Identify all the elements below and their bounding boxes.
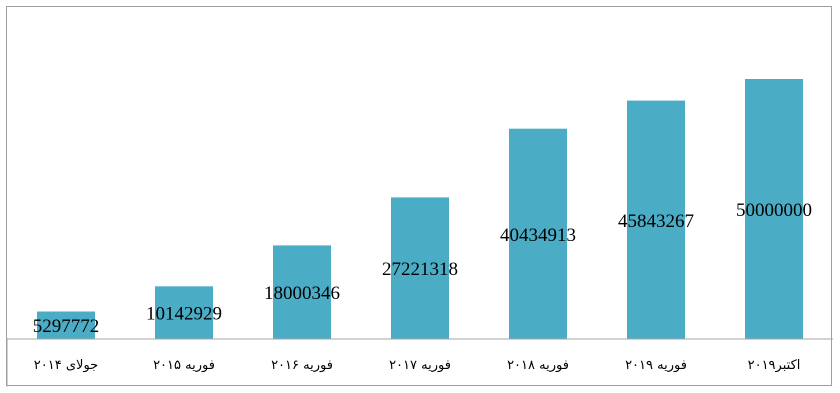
x-tick-label-5: فوریه ۲۰۱۹ bbox=[625, 358, 687, 373]
data-label-1: 10142929 bbox=[146, 304, 222, 325]
data-label-0: 5297772 bbox=[33, 316, 100, 337]
data-label-3: 27221318 bbox=[382, 259, 458, 280]
x-tick-label-0: جولای ۲۰۱۴ bbox=[34, 358, 98, 373]
chart-frame: 5297772 10142929 18000346 27221318 40434913 4… bbox=[6, 6, 833, 387]
bar-4 bbox=[509, 128, 567, 339]
bars-layer bbox=[37, 79, 803, 339]
data-labels-layer: 5297772 10142929 18000346 27221318 40434913 4… bbox=[33, 200, 812, 337]
x-tick-label-1: فوریه ۲۰۱۵ bbox=[153, 358, 215, 373]
bar-3 bbox=[391, 197, 449, 339]
bar-chart: 5297772 10142929 18000346 27221318 40434913 4… bbox=[7, 79, 833, 387]
bar-6 bbox=[745, 79, 803, 339]
data-label-5: 45843267 bbox=[618, 211, 694, 232]
data-label-4: 40434913 bbox=[500, 225, 576, 246]
category-labels-layer: جولای ۲۰۱۴ فوریه ۲۰۱۵ فوریه ۲۰۱۶ فوریه ۲۰۱۷… bbox=[34, 358, 801, 373]
data-label-6: 50000000 bbox=[736, 200, 812, 221]
bar-1 bbox=[155, 286, 213, 339]
bar-0 bbox=[37, 311, 95, 339]
x-tick-label-2: فوریه ۲۰۱۶ bbox=[271, 358, 333, 373]
x-tick-label-3: فوریه ۲۰۱۷ bbox=[389, 358, 451, 373]
bar-2 bbox=[273, 245, 331, 339]
x-tick-label-6: اکتبر۲۰۱۹ bbox=[748, 358, 801, 373]
data-label-2: 18000346 bbox=[264, 283, 340, 304]
x-tick-label-4: فوریه ۲۰۱۸ bbox=[507, 358, 569, 373]
bar-5 bbox=[627, 100, 685, 339]
